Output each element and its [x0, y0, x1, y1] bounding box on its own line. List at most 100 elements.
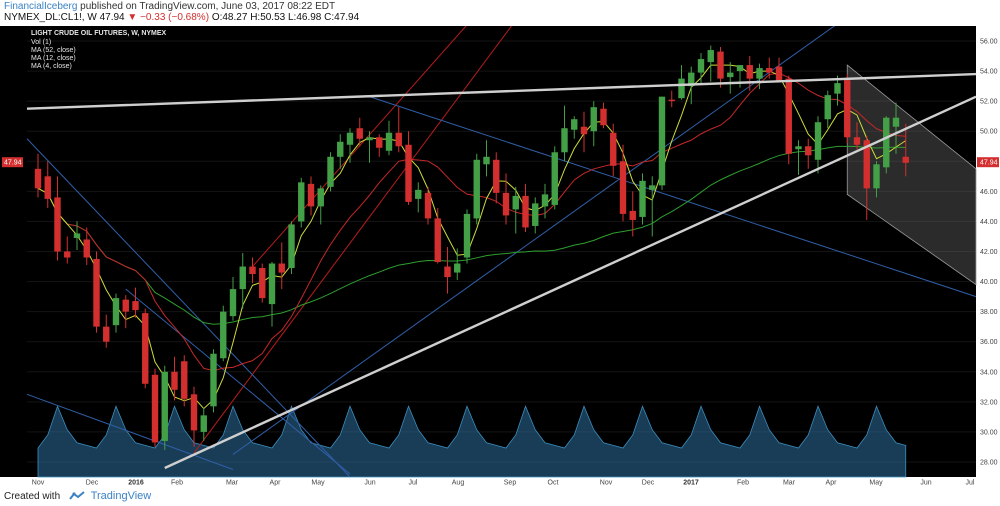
price-tick-label: 38.00	[980, 309, 998, 316]
candle-body	[561, 128, 568, 153]
last-price-tag	[977, 157, 999, 168]
author-link[interactable]: FinancialIceberg	[4, 1, 78, 12]
price-tick-label: 28.00	[980, 459, 998, 466]
candle	[629, 191, 636, 237]
candle	[717, 47, 724, 88]
candle-body	[190, 394, 198, 431]
descending-channel	[846, 64, 977, 286]
candle-body	[892, 117, 900, 127]
candle	[814, 116, 822, 174]
candle-body	[805, 146, 812, 156]
tradingview-brand[interactable]: TradingView	[90, 490, 152, 502]
candle-body	[307, 183, 315, 207]
chart-title: LIGHT CRUDE OIL FUTURES, W, NYMEX	[31, 30, 167, 37]
candle	[619, 144, 627, 222]
price-tick-label: 40.00	[980, 279, 998, 286]
candle-body	[44, 176, 51, 199]
candle-body	[444, 266, 451, 278]
candle-body	[775, 66, 783, 82]
time-tick-label: Mar	[783, 480, 796, 487]
candle-body	[356, 128, 363, 139]
candle	[424, 186, 432, 225]
candle	[493, 152, 500, 204]
time-axis	[0, 477, 1000, 486]
left-price-tag-text: 47.94	[4, 160, 22, 167]
candle-body	[473, 159, 480, 219]
candle	[571, 116, 578, 139]
candle	[132, 287, 139, 318]
high-value: H:50.53	[250, 12, 286, 23]
candle	[444, 246, 451, 294]
candle	[415, 182, 422, 213]
candle-body	[580, 126, 588, 135]
candle-body	[463, 213, 471, 258]
low-value: L:46.98	[288, 12, 322, 23]
tradingview-logo-icon	[69, 491, 85, 500]
candle-body	[249, 266, 256, 275]
candle	[707, 45, 714, 82]
candle-body	[259, 268, 266, 299]
candle	[337, 134, 344, 169]
time-tick-label: May	[869, 480, 883, 487]
time-tick-label: Nov	[600, 480, 613, 487]
candle-body	[551, 152, 558, 205]
candle	[34, 153, 42, 198]
candle-body	[629, 210, 636, 220]
candle-body	[688, 72, 695, 87]
time-tick-label: Apr	[826, 480, 838, 487]
candle	[103, 314, 110, 348]
candle-body	[73, 233, 81, 238]
candle	[454, 248, 461, 281]
legend-entry: MA (12, close)	[31, 55, 76, 62]
candle	[610, 123, 617, 177]
candle	[649, 176, 656, 237]
candle	[512, 186, 519, 234]
time-tick-label: Oct	[548, 480, 559, 487]
created-with-label: Created with	[4, 491, 61, 502]
time-tick-label: Jul	[409, 480, 418, 487]
candle-body	[210, 353, 217, 407]
candle-body	[824, 95, 831, 120]
candle	[405, 131, 412, 205]
candle-body	[34, 168, 42, 189]
candle-body	[220, 311, 227, 359]
time-tick-label: Sep	[504, 480, 517, 487]
candle	[54, 176, 61, 261]
candle	[151, 368, 159, 447]
candle-body	[522, 195, 529, 228]
candle-body	[122, 299, 129, 312]
candle-body	[600, 108, 607, 126]
time-tick-label: Feb	[737, 480, 749, 487]
candle	[775, 57, 783, 82]
time-tick-label: Nov	[32, 480, 45, 487]
candle	[190, 386, 198, 447]
candle	[307, 176, 315, 216]
candle	[600, 102, 607, 129]
candle-body	[785, 78, 792, 154]
candle-body	[873, 164, 880, 189]
price-chart[interactable]: 56.0054.0052.0050.0048.0046.0044.0042.00…	[0, 26, 1000, 486]
candle	[892, 102, 900, 154]
candle-body	[337, 141, 344, 157]
candle	[678, 65, 685, 100]
candle-body	[853, 137, 861, 145]
candle-body	[649, 185, 656, 190]
candle-body	[112, 298, 120, 326]
candle	[385, 120, 393, 156]
candle-body	[83, 239, 90, 258]
candle-body	[571, 119, 578, 130]
candle-body	[834, 83, 841, 94]
candle-body	[424, 192, 432, 219]
candle-body	[863, 140, 870, 189]
candle	[376, 134, 383, 157]
candle	[483, 140, 490, 177]
candle	[463, 209, 471, 264]
candle-body	[327, 156, 334, 187]
red-channel-upper	[252, 26, 467, 267]
candle	[727, 62, 734, 94]
candle	[268, 262, 276, 327]
candle	[200, 407, 207, 441]
candle-body	[883, 117, 890, 168]
candle-body	[317, 188, 324, 207]
candle	[395, 107, 402, 153]
